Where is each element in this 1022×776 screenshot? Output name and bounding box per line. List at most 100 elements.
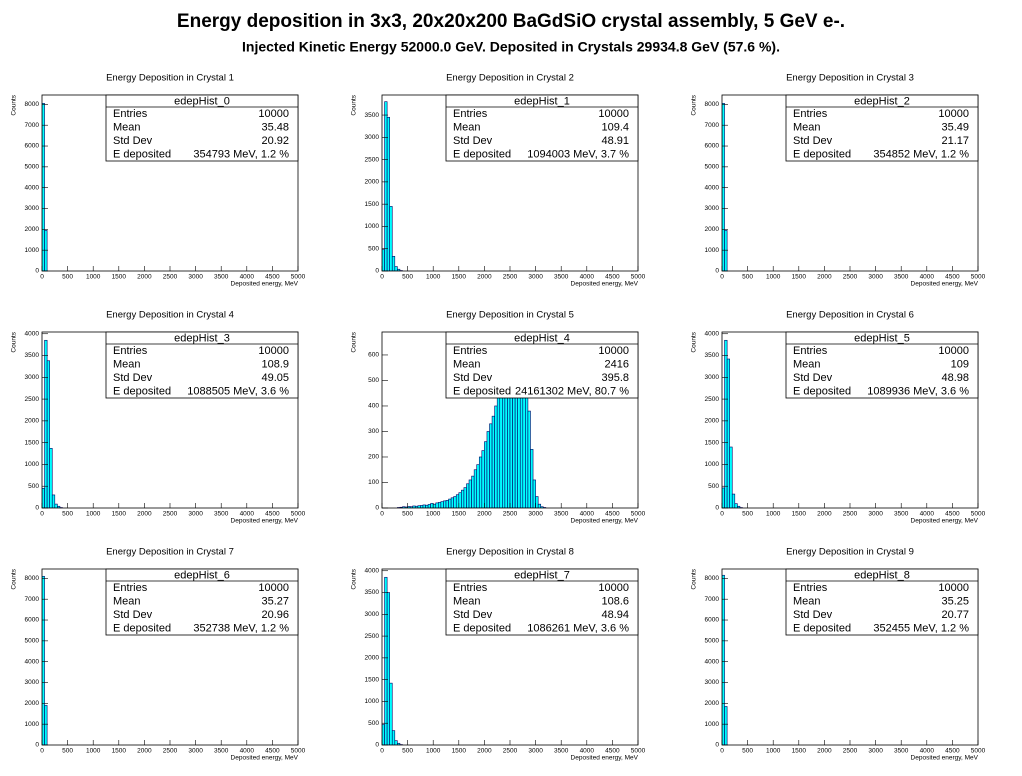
bar <box>46 360 50 508</box>
bar <box>468 479 472 508</box>
stats-label: Mean <box>793 595 821 607</box>
bar <box>44 705 48 745</box>
stats-name: edepHist_3 <box>174 332 230 344</box>
bar <box>435 502 439 508</box>
x-tick-label: 3000 <box>528 748 543 755</box>
y-tick-label: 2000 <box>25 418 40 425</box>
x-tick-label: 2500 <box>503 748 518 755</box>
x-tick-label: 4500 <box>945 748 960 755</box>
bar <box>724 706 728 745</box>
x-tick-label: 3000 <box>188 274 203 281</box>
x-tick-label: 4500 <box>265 274 280 281</box>
x-tick-label: 4000 <box>240 274 255 281</box>
bar <box>425 504 429 508</box>
x-tick-label: 500 <box>742 511 753 518</box>
y-tick-label: 8000 <box>705 575 720 582</box>
x-tick-label: 2000 <box>817 274 832 281</box>
histogram <box>722 103 728 271</box>
x-axis-label: Deposited energy, MeV <box>911 755 979 762</box>
histogram <box>382 576 403 745</box>
x-tick-label: 0 <box>720 748 724 755</box>
x-tick-label: 2500 <box>843 748 858 755</box>
bar <box>724 339 728 508</box>
stats-box <box>785 568 979 636</box>
x-tick-label: 4500 <box>945 274 960 281</box>
y-tick-label: 7000 <box>25 596 40 603</box>
x-tick-label: 1500 <box>452 511 467 518</box>
bar <box>535 496 539 508</box>
pad-title: Energy Deposition in Crystal 7 <box>106 547 234 558</box>
y-tick-label: 5000 <box>25 164 40 171</box>
pad-title: Energy Deposition in Crystal 2 <box>446 73 574 84</box>
y-tick-label: 6000 <box>25 143 40 150</box>
x-tick-label: 0 <box>380 748 384 755</box>
y-tick-label: 1000 <box>705 247 720 254</box>
bar <box>438 502 442 508</box>
y-tick-label: 1500 <box>705 439 720 446</box>
stats-label: Std Dev <box>793 372 833 384</box>
x-tick-label: 2500 <box>843 511 858 518</box>
pad-title: Energy Deposition in Crystal 4 <box>106 310 234 321</box>
bar <box>455 494 460 508</box>
stats-value: 35.27 <box>261 595 289 607</box>
bar <box>453 496 457 508</box>
x-tick-label: 5000 <box>291 274 306 281</box>
x-tick-label: 3500 <box>894 748 909 755</box>
stats-label: Std Dev <box>453 609 493 621</box>
x-tick-label: 3000 <box>188 511 203 518</box>
bar <box>450 497 454 508</box>
y-tick-label: 0 <box>375 742 379 749</box>
stats-label: E deposited <box>453 622 511 634</box>
stats-value: 10000 <box>938 345 969 357</box>
bar <box>443 500 447 508</box>
stats-label: Entries <box>793 345 828 357</box>
x-tick-label: 4000 <box>240 511 255 518</box>
stats-label: Entries <box>453 108 488 120</box>
y-tick-label: 0 <box>375 505 379 512</box>
stats-name: edepHist_8 <box>854 569 910 581</box>
x-tick-label: 4500 <box>945 511 960 518</box>
bar <box>466 483 470 508</box>
stats-label: Mean <box>113 595 141 607</box>
x-tick-label: 500 <box>402 748 413 755</box>
stats-value: 1089936 MeV, 3.6 % <box>867 385 969 397</box>
bar <box>473 469 478 508</box>
x-tick-label: 3500 <box>214 511 229 518</box>
stats-label: Std Dev <box>453 372 493 384</box>
y-tick-label: 600 <box>368 352 379 359</box>
x-tick-label: 1000 <box>86 274 101 281</box>
stats-label: E deposited <box>113 622 171 634</box>
y-tick-label: 3500 <box>705 352 720 359</box>
x-tick-label: 1000 <box>766 274 781 281</box>
y-tick-label: 2500 <box>25 396 40 403</box>
x-tick-label: 2500 <box>163 274 178 281</box>
y-tick-label: 0 <box>35 268 39 275</box>
y-tick-label: 1000 <box>365 223 380 230</box>
x-tick-label: 2000 <box>477 274 492 281</box>
x-tick-label: 500 <box>62 511 73 518</box>
x-tick-label: 500 <box>742 748 753 755</box>
y-tick-label: 500 <box>368 245 379 252</box>
bar <box>42 103 45 271</box>
bar <box>471 475 475 508</box>
stats-value: 108.9 <box>261 358 289 370</box>
y-tick-label: 7000 <box>705 122 720 129</box>
bar <box>51 494 56 508</box>
x-tick-label: 3500 <box>894 511 909 518</box>
stats-value: 10000 <box>258 345 289 357</box>
stats-value: 10000 <box>258 582 289 594</box>
x-tick-label: 1000 <box>426 511 441 518</box>
x-tick-label: 2500 <box>843 274 858 281</box>
x-tick-label: 0 <box>720 274 724 281</box>
x-tick-label: 3000 <box>868 274 883 281</box>
stats-label: E deposited <box>453 385 511 397</box>
stats-value: 2416 <box>605 358 629 370</box>
stats-box <box>785 94 979 162</box>
x-axis-label: Deposited energy, MeV <box>571 755 639 762</box>
stats-value: 354852 MeV, 1.2 % <box>873 148 969 160</box>
x-tick-label: 5000 <box>971 748 986 755</box>
stats-value: 1094003 MeV, 3.7 % <box>527 148 629 160</box>
x-tick-label: 4500 <box>605 748 620 755</box>
page-title: Energy deposition in 3x3, 20x20x200 BaGd… <box>177 11 845 32</box>
